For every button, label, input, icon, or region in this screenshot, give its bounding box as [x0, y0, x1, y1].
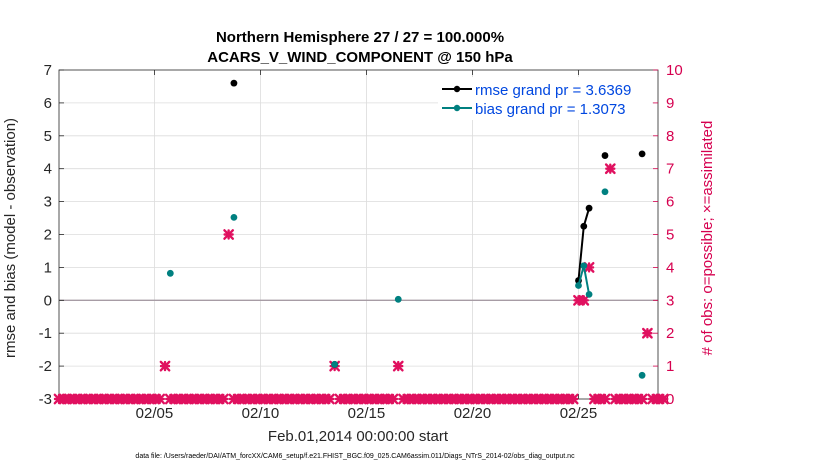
y-tick-label: -1: [39, 325, 52, 342]
assimilated-count-plus: [154, 393, 165, 405]
assimilated-count-plus: [636, 393, 648, 405]
assimilated-count-plus: [324, 393, 335, 405]
bias-point: [166, 269, 174, 277]
data-layer: [53, 79, 669, 405]
y2-tick-label: 5: [666, 227, 674, 244]
legend-rmse-label: rmse grand pr = 3.6369: [475, 82, 631, 99]
assimilated-count-plus: [223, 229, 234, 240]
x-tick-label: 02/05: [136, 405, 174, 422]
y-tick-label: -3: [39, 391, 52, 408]
y2-tick-label: 8: [666, 128, 674, 145]
assimilated-count-marker: [122, 393, 134, 405]
ticks-layer: 02/05 02/10 02/15 02/20 02/25 -3 -2 -1 0 1 2 3 4 5 6 7 0…: [39, 62, 683, 422]
assimilated-count-marker: [154, 393, 166, 405]
assimilated-count-plus: [387, 393, 399, 405]
y-tick-label: -2: [39, 358, 52, 375]
rmse-point: [601, 152, 609, 159]
assimilated-count-plus: [642, 328, 653, 339]
x-axis-label: Feb.01,2014 00:00:00 start: [268, 428, 449, 445]
assimilated-count-marker: [323, 393, 335, 405]
assimilated-count-marker: [567, 393, 579, 405]
assimilated-count-marker: [217, 393, 229, 405]
legend-bias-label: bias grand pr = 1.3073: [475, 101, 626, 118]
y-axis-label: rmse and bias (model - observation): [2, 118, 19, 358]
assimilated-count-marker: [636, 393, 648, 405]
bias-point: [638, 371, 646, 379]
bias-point: [601, 188, 609, 196]
y2-tick-label: 2: [666, 325, 674, 342]
rmse-point: [638, 150, 646, 158]
y2-tick-label: 0: [666, 391, 674, 408]
rmse-point: [580, 222, 588, 230]
legend-box: [438, 77, 652, 120]
assimilated-count-marker: [599, 393, 611, 405]
assimilated-count-marker: [392, 360, 404, 372]
assimilated-count-marker: [641, 327, 653, 339]
assimilated-count-marker: [578, 294, 590, 306]
legend-bias-marker: [453, 104, 461, 112]
bias-point: [394, 295, 402, 303]
data-file-footnote: data file: /Users/raeder/DAI/ATM_forcXX/…: [135, 453, 575, 460]
y-tick-label: 6: [44, 95, 52, 112]
legend-rmse-marker: [453, 85, 461, 93]
assimilated-count-plus: [159, 360, 171, 372]
y2-tick-label: 6: [666, 194, 674, 211]
chart-title: Northern Hemisphere 27 / 27 = 100.000%: [216, 29, 504, 46]
assimilated-count-marker: [159, 360, 171, 372]
x-tick-label: 02/10: [242, 405, 280, 422]
y2-tick-label: 1: [666, 358, 674, 375]
y-tick-label: 2: [44, 227, 52, 244]
assimilated-count-marker: [604, 163, 616, 175]
bias-point: [585, 290, 593, 298]
y-tick-label: 3: [44, 194, 52, 211]
y2-tick-label: 9: [666, 95, 674, 112]
y2-axis-label: # of obs: o=possible; ×=assimilated: [699, 121, 716, 356]
assimilated-count-plus: [658, 393, 669, 405]
assimilated-count-plus: [567, 393, 579, 405]
y-tick-label: 1: [44, 259, 52, 276]
assimilated-count-marker: [387, 393, 399, 405]
assimilated-count-marker: [657, 393, 669, 405]
y2-tick-label: 4: [666, 259, 674, 276]
assimilated-count-marker: [223, 229, 235, 240]
y-tick-label: 5: [44, 128, 52, 145]
assimilated-count-plus: [218, 393, 229, 405]
bias-point: [230, 213, 238, 221]
grid-layer: [59, 70, 658, 399]
bias-point: [575, 282, 582, 289]
y-tick-label: 4: [44, 161, 52, 178]
x-tick-label: 02/20: [454, 405, 492, 422]
assimilated-count-plus: [578, 295, 589, 306]
chart-subtitle: ACARS_V_WIND_COMPONENT @ 150 hPa: [207, 49, 513, 66]
y-tick-label: 7: [44, 62, 52, 79]
rmse-point: [230, 79, 238, 87]
y2-tick-label: 7: [666, 161, 674, 178]
x-tick-label: 02/25: [560, 405, 598, 422]
y2-tick-label: 10: [666, 62, 683, 79]
legend: rmse grand pr = 3.6369 bias grand pr = 1…: [438, 77, 652, 120]
assimilated-count-plus: [599, 393, 611, 405]
assimilated-count-plus: [393, 360, 404, 372]
bias-point: [331, 361, 339, 368]
y2-tick-label: 3: [666, 292, 674, 309]
y-tick-label: 0: [44, 292, 52, 309]
rmse-point: [585, 204, 593, 212]
x-tick-label: 02/15: [348, 405, 386, 422]
bias-point: [580, 262, 588, 270]
assimilated-count-plus: [605, 163, 616, 174]
